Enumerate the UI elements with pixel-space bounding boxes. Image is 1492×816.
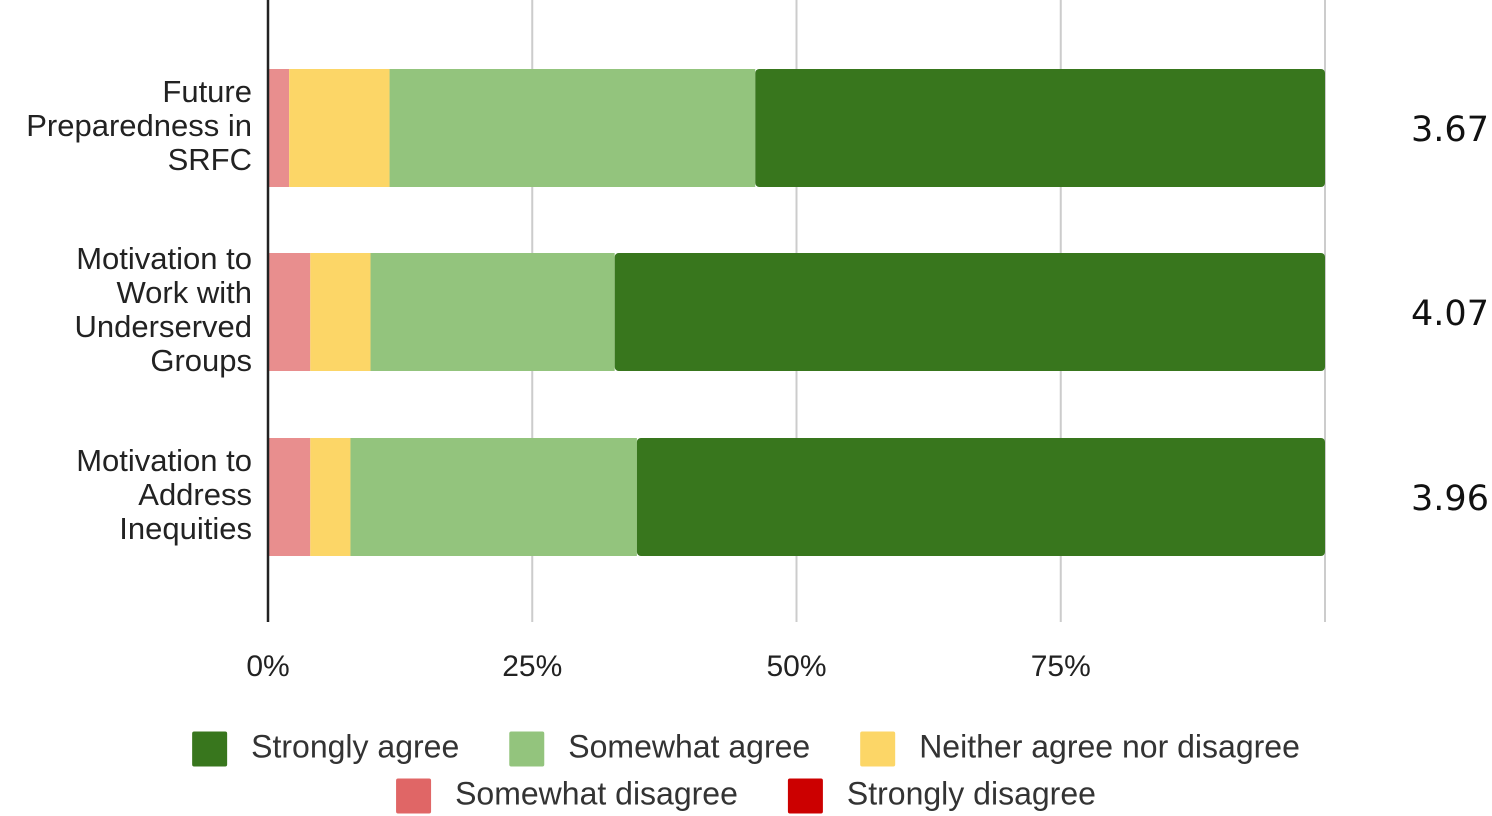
x-tick-label: 50% xyxy=(766,650,826,683)
bar-segment-somewhat-agree xyxy=(350,438,637,556)
category-label-line: Work with xyxy=(116,275,252,310)
legend-label: Strongly disagree xyxy=(847,775,1096,811)
x-tick-labels: 0% 25% 50% 75% xyxy=(246,650,1090,683)
mean-score-label: 3.67 xyxy=(1411,110,1489,150)
bar-segment-somewhat-disagree xyxy=(268,253,311,371)
category-label-line: Motivation to xyxy=(76,241,252,276)
legend-swatch xyxy=(192,731,228,767)
legend-label: Neither agree nor disagree xyxy=(919,728,1300,764)
category-label-line: Preparedness in xyxy=(26,108,252,143)
bars xyxy=(268,69,1325,556)
category-label-line: SRFC xyxy=(168,142,252,177)
bar-segment-somewhat-disagree xyxy=(268,69,290,187)
bar-segment-strongly-agree xyxy=(636,438,1325,556)
legend-label: Somewhat disagree xyxy=(455,775,738,811)
legend-label: Strongly agree xyxy=(251,728,459,764)
category-label-line: Groups xyxy=(150,343,252,378)
x-tick-label: 25% xyxy=(502,650,562,683)
mean-score-label: 3.96 xyxy=(1411,479,1489,519)
legend-label: Somewhat agree xyxy=(568,728,810,764)
bar-segment-neither-agree-nor-disagree xyxy=(310,253,371,371)
legend-swatch xyxy=(509,731,545,767)
mean-score-labels: 3.67 4.07 3.96 xyxy=(1411,110,1489,519)
bar-segment-strongly-agree xyxy=(614,253,1325,371)
bar-segment-neither-agree-nor-disagree xyxy=(289,69,390,187)
category-label: Motivation to Address Inequities xyxy=(76,443,252,546)
category-label-line: Motivation to xyxy=(76,443,252,478)
category-label: Future Preparedness in SRFC xyxy=(26,74,252,177)
x-tick-label: 75% xyxy=(1031,650,1091,683)
bar-segment-neither-agree-nor-disagree xyxy=(310,438,351,556)
bar-segment-somewhat-disagree xyxy=(268,438,311,556)
legend-swatch xyxy=(787,778,823,814)
legend: Strongly agree Somewhat agree Neither agre… xyxy=(192,728,1300,814)
bar-segment-strongly-agree xyxy=(755,69,1325,187)
category-label-line: Address xyxy=(138,477,252,512)
mean-score-label: 4.07 xyxy=(1411,294,1489,334)
category-label-line: Underserved xyxy=(75,309,252,344)
category-label: Motivation to Work with Underserved Groups xyxy=(75,241,252,378)
category-label-line: Future xyxy=(162,74,252,109)
bar-segment-somewhat-agree xyxy=(370,253,615,371)
bar-segment-somewhat-agree xyxy=(389,69,756,187)
legend-swatch xyxy=(860,731,896,767)
category-label-line: Inequities xyxy=(119,511,252,546)
x-tick-label: 0% xyxy=(246,650,289,683)
legend-swatch xyxy=(396,778,432,814)
